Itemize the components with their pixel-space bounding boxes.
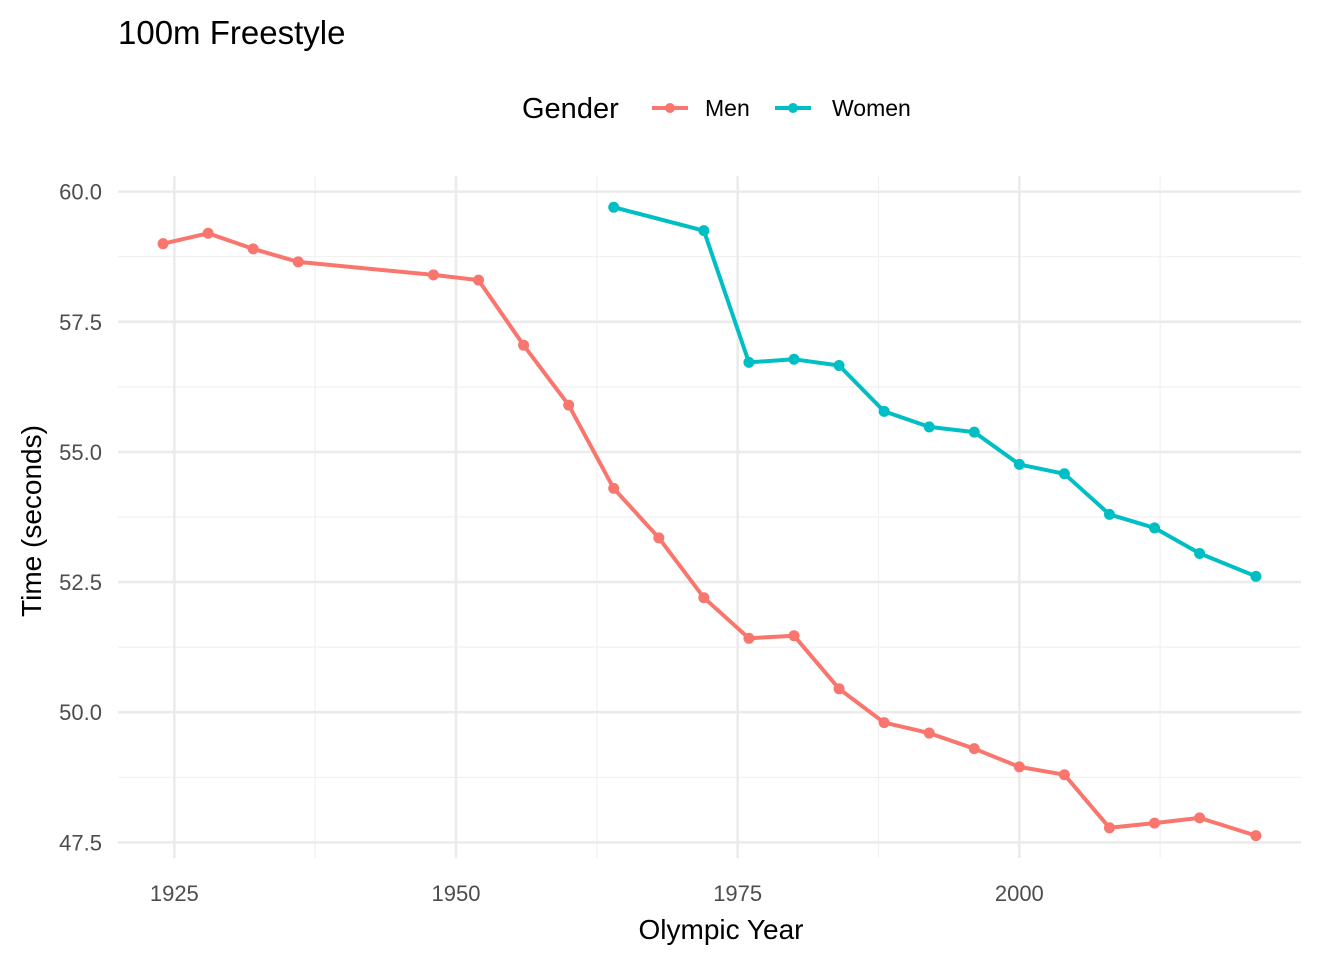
data-point-men xyxy=(968,743,980,755)
chart-title: 100m Freestyle xyxy=(118,14,345,51)
y-tick-label: 52.5 xyxy=(59,570,102,595)
y-tick-label: 50.0 xyxy=(59,700,102,725)
data-point-women xyxy=(1103,508,1115,520)
y-axis-title: Time (seconds) xyxy=(16,425,47,617)
data-point-men xyxy=(608,482,620,494)
data-point-men xyxy=(518,339,530,351)
data-point-women xyxy=(1149,522,1161,534)
data-point-men xyxy=(473,274,485,286)
y-tick-label: 55.0 xyxy=(59,440,102,465)
y-tick-label: 60.0 xyxy=(59,180,102,205)
series-line-women xyxy=(611,205,1258,579)
data-point-men xyxy=(247,243,259,255)
data-point-men xyxy=(698,592,710,604)
legend-key-women-point xyxy=(788,103,798,113)
y-tick-label: 57.5 xyxy=(59,310,102,335)
x-tick-label: 1925 xyxy=(150,881,199,906)
data-point-men xyxy=(1194,812,1206,824)
series-layer xyxy=(157,201,1262,842)
y-axis-ticks: 47.5 50.0 52.5 55.0 57.5 60.0 xyxy=(59,180,102,856)
legend-key-men-point xyxy=(665,103,675,113)
data-point-men xyxy=(1250,830,1262,842)
data-point-women xyxy=(833,360,845,372)
legend-item-women: Women xyxy=(775,95,911,121)
data-point-men xyxy=(788,630,800,642)
data-point-women xyxy=(1194,547,1206,559)
legend: Gender Men Women xyxy=(522,93,911,125)
data-point-men xyxy=(1149,817,1161,829)
data-point-women xyxy=(923,421,935,433)
data-point-women xyxy=(1058,468,1070,480)
data-point-men xyxy=(1058,769,1070,781)
data-point-women xyxy=(968,426,980,438)
data-point-men xyxy=(923,727,935,739)
data-point-men xyxy=(743,632,755,644)
data-point-men xyxy=(878,717,890,729)
data-point-women xyxy=(788,353,800,365)
data-point-women xyxy=(1013,458,1025,470)
data-point-men xyxy=(563,399,575,411)
data-point-women xyxy=(1250,570,1262,582)
x-axis-title: Olympic Year xyxy=(639,914,804,945)
x-tick-label: 1975 xyxy=(713,881,762,906)
legend-label-men: Men xyxy=(705,95,750,121)
legend-label-women: Women xyxy=(832,95,911,121)
grid xyxy=(118,176,1301,858)
x-tick-label: 2000 xyxy=(995,881,1044,906)
series-line-men xyxy=(161,231,1258,838)
data-point-women xyxy=(878,405,890,417)
data-point-men xyxy=(1013,761,1025,773)
x-axis-ticks: 1925 1950 1975 2000 xyxy=(150,881,1044,906)
data-point-women xyxy=(743,356,755,368)
data-point-men xyxy=(833,683,845,695)
data-point-men xyxy=(292,256,304,268)
legend-title: Gender xyxy=(522,93,619,125)
data-point-women xyxy=(608,201,620,213)
data-point-women xyxy=(698,225,710,237)
data-point-men xyxy=(427,269,439,281)
legend-item-men: Men xyxy=(652,95,750,121)
data-point-men xyxy=(653,532,665,544)
y-tick-label: 47.5 xyxy=(59,830,102,855)
data-point-men xyxy=(157,238,169,250)
data-point-men xyxy=(1103,822,1115,834)
x-tick-label: 1950 xyxy=(432,881,481,906)
data-point-men xyxy=(202,227,214,239)
